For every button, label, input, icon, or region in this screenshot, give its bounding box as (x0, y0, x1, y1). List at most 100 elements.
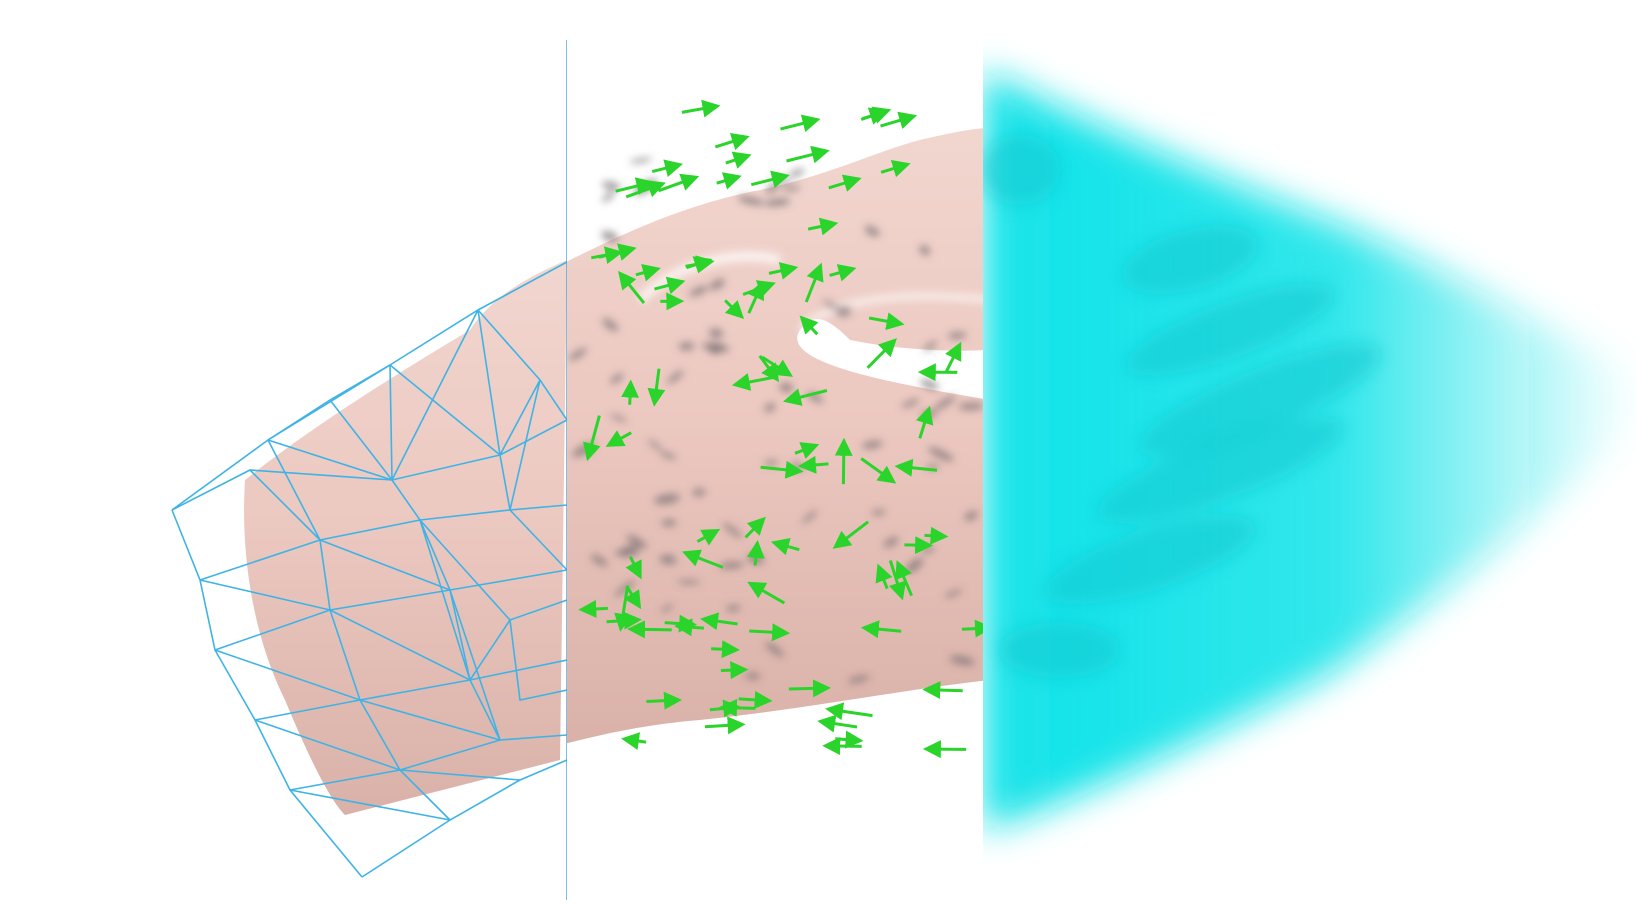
texture-blobs (568, 157, 983, 684)
vector-arrow (829, 264, 857, 282)
vector-arrow (904, 536, 934, 555)
texture-blob (764, 460, 779, 466)
vector-arrow (783, 388, 828, 406)
vector-arrow (704, 716, 746, 735)
texture-blob (626, 535, 648, 549)
vector-arrow (834, 437, 853, 485)
texture-blob (610, 373, 624, 384)
vector-arrow (686, 256, 713, 274)
vector-arrow (860, 106, 892, 124)
texture-blob (661, 519, 677, 527)
vector-arrow (758, 355, 780, 383)
vector-arrow (714, 132, 750, 151)
texture-blob (836, 306, 852, 317)
vector-arrow (700, 612, 738, 631)
texture-blob (958, 402, 983, 411)
texture-blob (590, 554, 608, 567)
vector-arrow (822, 737, 862, 756)
vector-arrow (860, 620, 902, 639)
texture-blob (692, 488, 706, 497)
vector-arrow (788, 679, 831, 698)
texture-blob (659, 554, 677, 565)
vector-arrow (719, 698, 756, 717)
vector-arrow (646, 691, 682, 710)
vector-arrow (738, 690, 773, 709)
texture-blob (660, 604, 674, 613)
vector-arrow (944, 341, 962, 373)
vector-arrow (961, 619, 983, 638)
vector-arrow (681, 99, 721, 118)
texture-blob (629, 157, 652, 164)
texture-blob (568, 347, 587, 361)
vector-arrow (731, 373, 779, 391)
texture-blob (801, 510, 818, 524)
vector-arrow (720, 661, 749, 680)
vector-arrow (696, 528, 721, 546)
vector-arrow (578, 599, 608, 618)
texture-blob (677, 579, 701, 585)
texture-blob (822, 299, 839, 310)
vector-arrow (895, 560, 913, 597)
texture-blob (602, 191, 615, 203)
texture-blob (618, 545, 639, 557)
wireframe-panel (171, 40, 567, 900)
vector-arrow (742, 280, 776, 298)
texture-blob (614, 579, 636, 597)
vector-arrow (614, 585, 632, 632)
vector-arrow (804, 262, 824, 303)
vector-arrow (768, 262, 799, 280)
vector-arrow (647, 368, 666, 407)
texture-blob (667, 370, 684, 384)
vector-arrow (750, 170, 790, 189)
vector-arrow (744, 516, 766, 539)
texture-blob (923, 340, 937, 352)
texture-blob (648, 439, 662, 451)
vector-arrow (623, 585, 642, 610)
texture-blob (871, 509, 886, 516)
texture-blob (788, 168, 805, 178)
texture-blob (719, 561, 744, 569)
texture-blob (920, 379, 939, 390)
texture-blob (862, 440, 883, 449)
vector-arrow (770, 537, 800, 556)
vector-arrow (749, 623, 791, 642)
vector-arrow (651, 159, 683, 177)
texture-blob (933, 395, 956, 411)
vector-arrow (924, 526, 949, 545)
texture-blob (764, 403, 776, 413)
texture-blob (737, 196, 765, 206)
texture-blob (964, 510, 978, 521)
vector-arrow (615, 177, 655, 195)
vector-arrow (875, 563, 893, 590)
vector-arrow (591, 246, 624, 264)
vector-arrow (835, 730, 864, 749)
texture-blob (944, 589, 963, 598)
hand-body-left (244, 260, 567, 815)
texture-blob (901, 399, 920, 408)
texture-blob (722, 522, 743, 538)
vector-arrow (916, 405, 934, 439)
vector-arrow (880, 159, 911, 178)
vector-arrow (860, 457, 897, 484)
vector-arrows (578, 99, 983, 759)
vector-arrow (780, 114, 821, 133)
texture-blob (947, 331, 967, 340)
vector-arrow (825, 702, 873, 721)
vector-arrow (664, 614, 698, 633)
vector-arrow (681, 549, 724, 569)
vector-arrow (828, 174, 862, 192)
vector-arrow (747, 581, 786, 605)
vector-arrow (716, 172, 742, 190)
vector-arrow (618, 270, 646, 305)
texture-blob (689, 285, 709, 297)
vector-arrow (711, 640, 740, 659)
texture-blob (602, 318, 619, 332)
texture-blob (678, 342, 695, 351)
vector-arrow (654, 276, 686, 295)
vector-arrow (621, 732, 647, 750)
vector-arrow (832, 520, 870, 549)
vector-arrow (625, 556, 642, 580)
texture-blob (708, 328, 724, 339)
vector-field-panel (567, 99, 983, 759)
vector-arrow (798, 455, 829, 474)
